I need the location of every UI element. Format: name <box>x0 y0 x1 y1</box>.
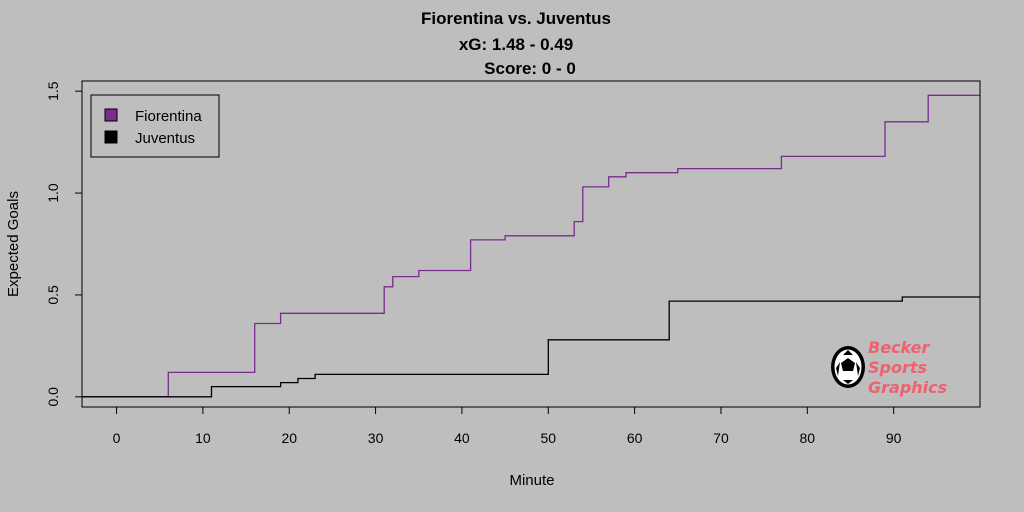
y-tick-label: 1.0 <box>45 183 61 203</box>
y-tick-label: 0.5 <box>45 285 61 305</box>
x-tick-label: 0 <box>113 430 121 446</box>
x-tick-label: 40 <box>454 430 470 446</box>
legend-swatch-fiorentina <box>104 108 118 122</box>
logo-line-1: Becker <box>868 338 930 357</box>
x-axis-label: Minute <box>509 472 554 489</box>
y-tick-label: 1.5 <box>45 81 61 101</box>
logo-line-3: Graphics <box>868 378 947 397</box>
x-tick-label: 60 <box>627 430 643 446</box>
x-tick-label: 10 <box>195 430 211 446</box>
y-axis: 0.0 0.5 1.0 1.5 <box>45 81 83 407</box>
y-tick-label: 0.0 <box>45 387 61 407</box>
series-line-juventus <box>82 296 980 398</box>
series-line-fiorentina <box>82 94 980 398</box>
x-axis: 0 10 20 30 40 50 60 70 80 90 <box>113 406 902 446</box>
legend-swatch-juventus <box>104 130 118 144</box>
legend-box <box>90 94 220 158</box>
logo-line-2: Sports <box>868 358 927 377</box>
x-tick-label: 90 <box>886 430 902 446</box>
becker-sports-graphics-logo: Becker Sports Graphics <box>831 338 947 397</box>
x-tick-label: 80 <box>800 430 816 446</box>
x-tick-label: 50 <box>540 430 556 446</box>
chart-subtitle-xg: xG: 1.48 - 0.49 <box>459 35 573 54</box>
y-axis-label: Expected Goals <box>5 191 22 297</box>
soccer-ball-icon <box>831 346 865 388</box>
legend-label-fiorentina: Fiorentina <box>135 108 202 125</box>
x-tick-label: 70 <box>713 430 729 446</box>
series-layer <box>82 94 980 398</box>
x-tick-label: 30 <box>368 430 384 446</box>
chart-titles: Fiorentina vs. Juventus xG: 1.48 - 0.49 … <box>421 9 611 78</box>
chart-subtitle-score: Score: 0 - 0 <box>484 59 576 78</box>
chart-title: Fiorentina vs. Juventus <box>421 9 611 28</box>
legend-label-juventus: Juventus <box>135 130 195 147</box>
legend: Fiorentina Juventus <box>90 94 220 158</box>
x-tick-label: 20 <box>281 430 297 446</box>
